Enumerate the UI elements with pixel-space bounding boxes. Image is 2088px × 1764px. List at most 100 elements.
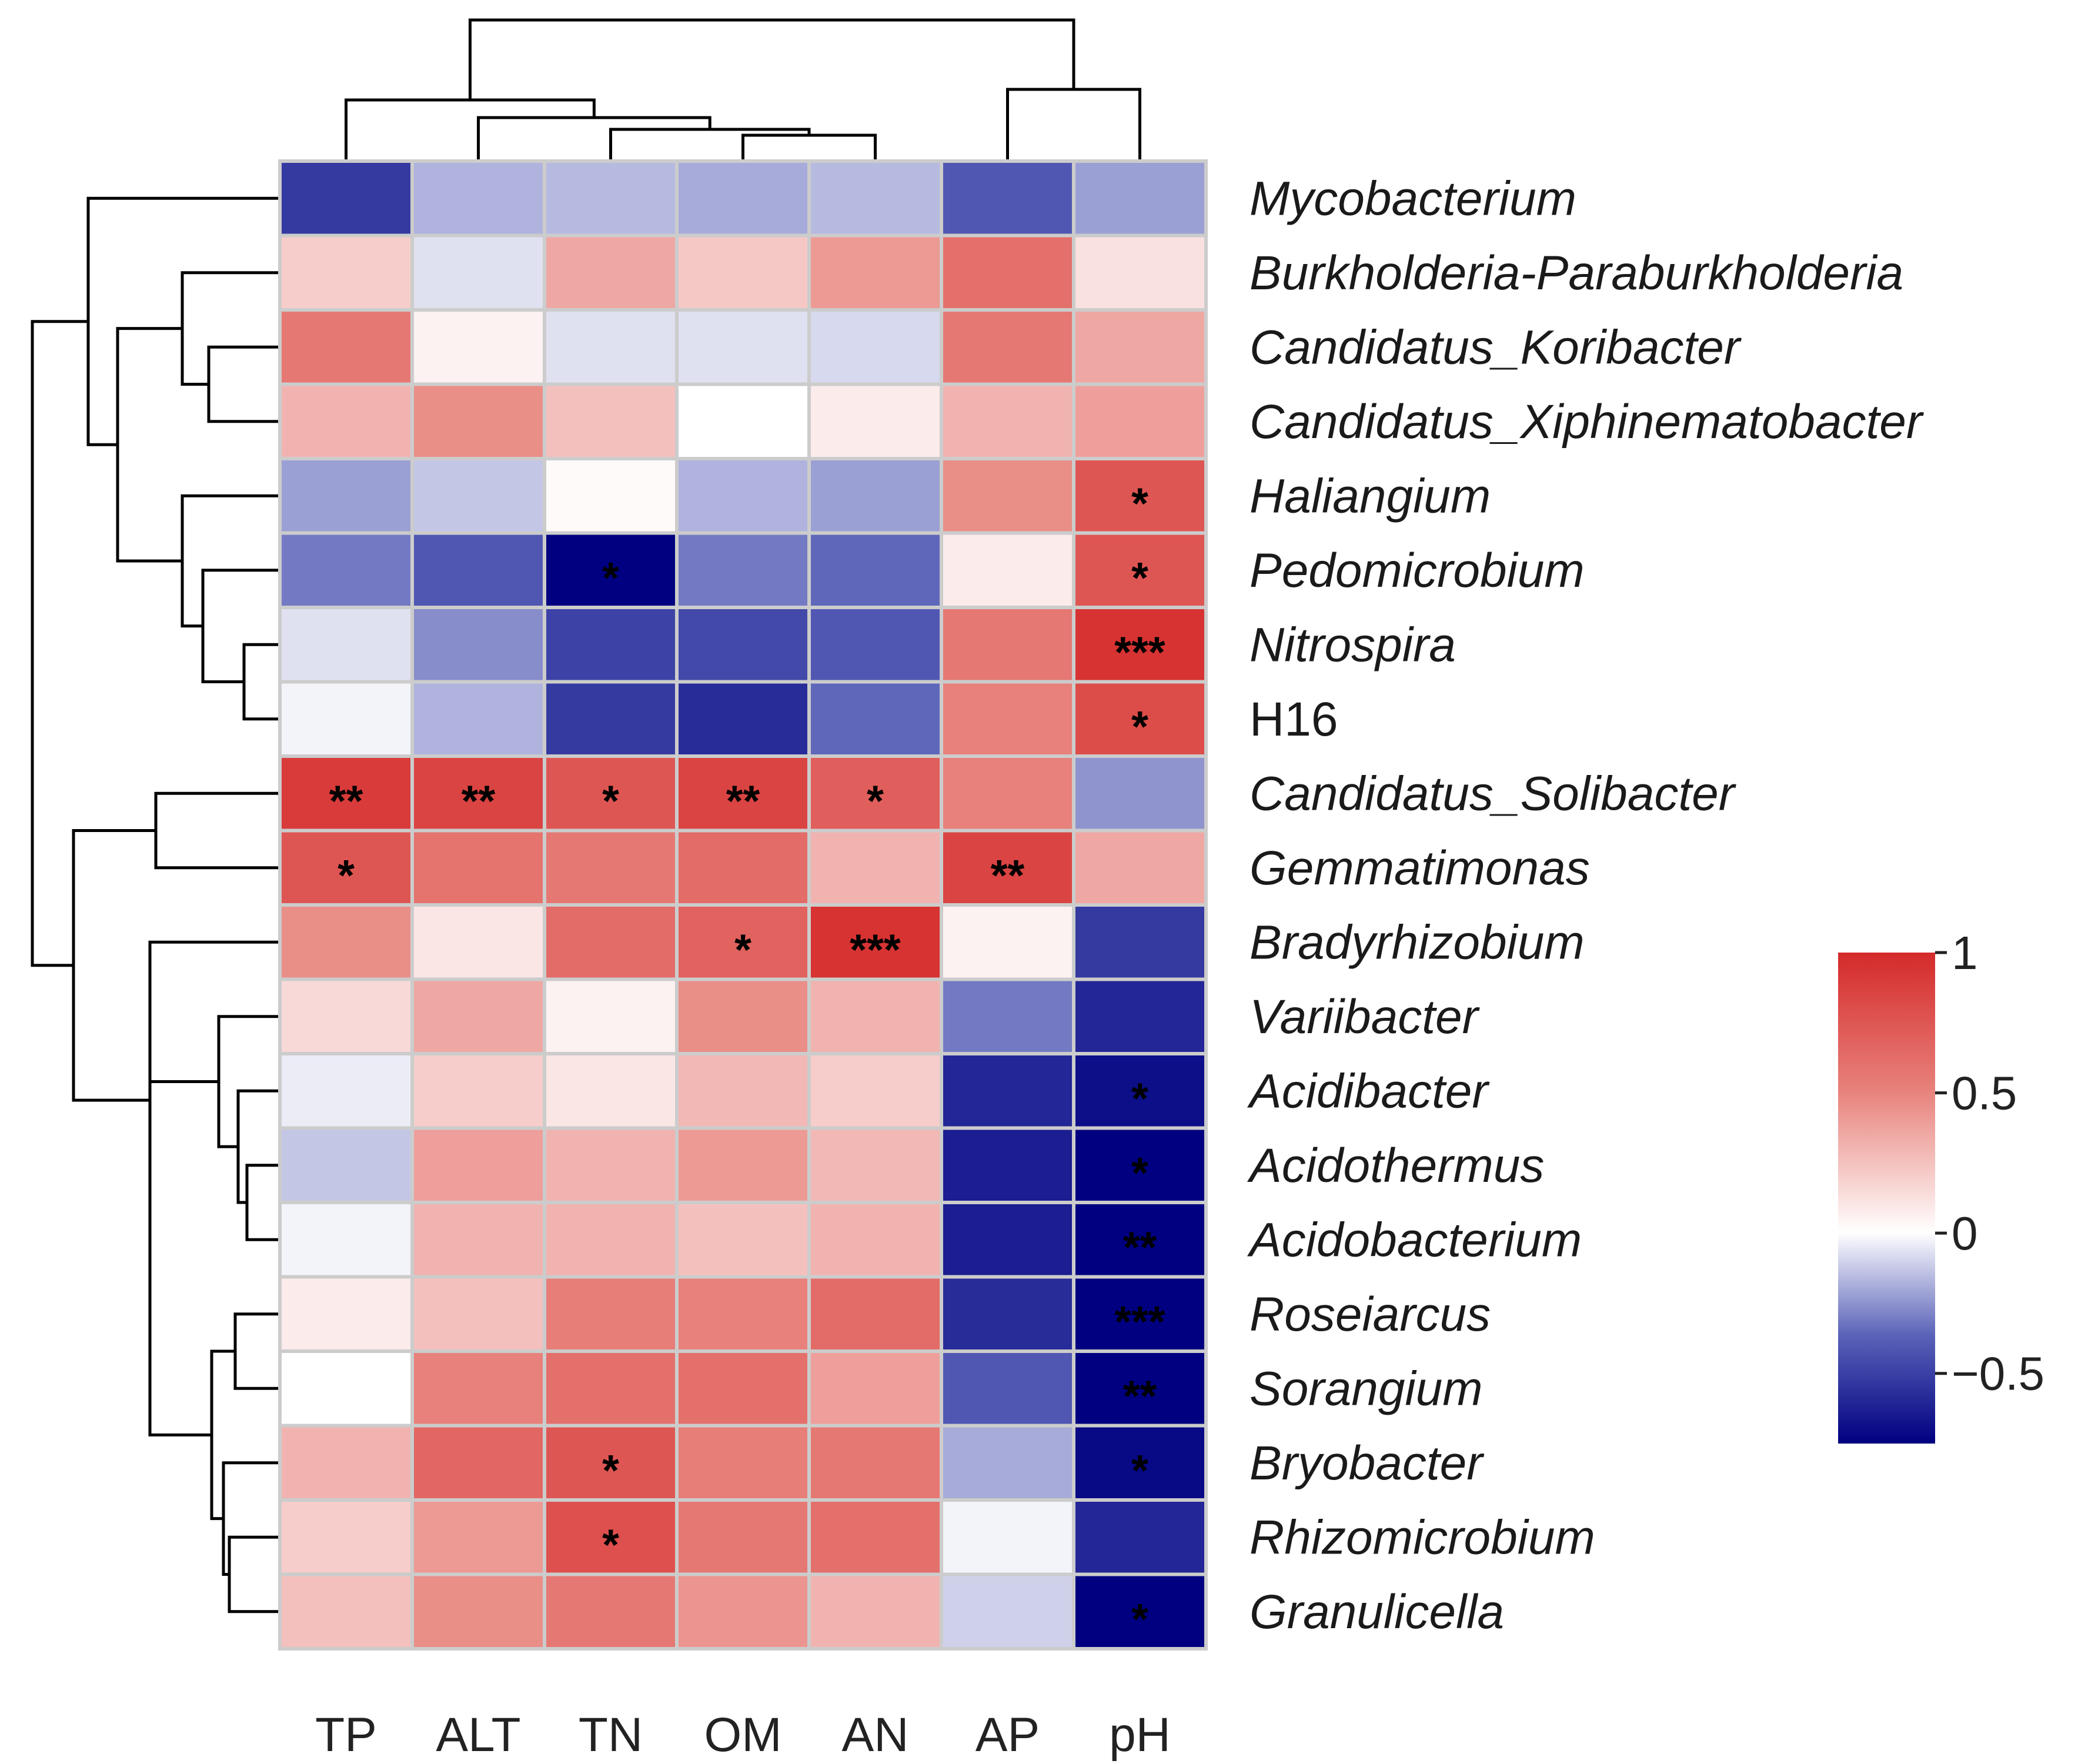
heatmap-cell (807, 457, 943, 535)
heatmap-cell (807, 1424, 943, 1502)
row-label: H16 (1250, 693, 1338, 746)
significance-mark: ** (726, 776, 760, 825)
heatmap-cell (940, 754, 1075, 833)
heatmap-cell (278, 606, 414, 684)
dendrogram-link (741, 133, 877, 161)
heatmap-cell (940, 1201, 1075, 1279)
colorbar: 1 0.5 0 −0.5 (1838, 927, 2044, 1444)
heatmap-cell (675, 606, 811, 684)
heatmap-cell (807, 754, 943, 833)
heatmap-cell (940, 382, 1075, 460)
heatmap-cell (410, 828, 546, 907)
significance-mark: * (1131, 553, 1148, 602)
heatmap-cell (410, 1349, 546, 1428)
heatmap-cell (278, 977, 414, 1055)
heatmap-cell (675, 903, 811, 981)
heatmap-cell (278, 531, 414, 609)
heatmap-cell (807, 903, 943, 981)
heatmap-cell (410, 1498, 546, 1576)
row-label: Candidatus_Solibacter (1250, 767, 1737, 820)
dendrogram-link (236, 1089, 280, 1204)
significance-mark: *** (850, 925, 901, 974)
heatmap-cell (543, 531, 679, 609)
significance-mark: *** (1114, 627, 1165, 676)
heatmap-cell (1072, 457, 1208, 535)
heatmap-cell (278, 1498, 414, 1576)
heatmap-cell (940, 1126, 1075, 1204)
heatmap-cell (543, 457, 679, 535)
row-labels: Mycobacterium Burkholderia-Paraburkholder… (1247, 172, 1925, 1639)
row-label: Burkholderia-Paraburkholderia (1250, 246, 1903, 300)
heatmap-cell (675, 382, 811, 460)
heatmap-cell (410, 1275, 546, 1353)
heatmap-cell (807, 828, 943, 907)
heatmap-cell (940, 903, 1075, 981)
row-label: Candidatus_Koribacter (1250, 320, 1742, 374)
heatmap-cell (807, 680, 943, 758)
row-label: Acidibacter (1247, 1064, 1490, 1118)
dendrogram-link (72, 829, 156, 1102)
heatmap-cell (1072, 531, 1208, 609)
heatmap-cell (278, 1126, 414, 1204)
heatmap-cell (675, 159, 811, 238)
significance-mark: * (1131, 1074, 1148, 1122)
heatmap-cell (1072, 308, 1208, 386)
dendrogram-link (217, 1015, 280, 1148)
heatmap-cell (410, 1572, 546, 1651)
dendrogram-link (245, 1164, 280, 1241)
heatmap-cells (278, 159, 1208, 1651)
heatmap-cell (278, 1349, 414, 1428)
heatmap-cell (940, 1424, 1075, 1502)
colorbar-tick-label: 1 (1952, 927, 1978, 979)
colorbar-tick-label: −0.5 (1952, 1348, 2044, 1400)
heatmap-cell (807, 531, 943, 609)
heatmap-cell (543, 1126, 679, 1204)
column-label: TN (579, 1708, 643, 1762)
heatmap-cell (940, 1498, 1075, 1576)
heatmap-cell (940, 233, 1075, 312)
heatmap-cell (1072, 754, 1208, 833)
significance-mark: * (1131, 1148, 1148, 1197)
heatmap-cell (940, 1275, 1075, 1353)
heatmap-cell (410, 457, 546, 535)
heatmap-cell (278, 233, 414, 312)
dendrogram-link (201, 569, 280, 683)
dendrogram-link (242, 643, 280, 721)
heatmap-cell (675, 1126, 811, 1204)
row-label: Variibacter (1250, 990, 1481, 1044)
heatmap-cell (1072, 1424, 1208, 1502)
heatmap-cell (675, 977, 811, 1055)
heatmap-cell (543, 606, 679, 684)
heatmap-cell (1072, 1498, 1208, 1576)
significance-mark: * (602, 553, 619, 602)
column-label: AP (975, 1708, 1040, 1762)
heatmap-cell (675, 1275, 811, 1353)
heatmap-cell (278, 903, 414, 981)
heatmap-cell (543, 382, 679, 460)
colorbar-tick-label: 0 (1952, 1207, 1978, 1259)
heatmap-cell (675, 1052, 811, 1130)
heatmap-cell (807, 606, 943, 684)
significance-mark: ** (1123, 1371, 1157, 1420)
row-label: Bryobacter (1250, 1436, 1485, 1490)
dendrogram-link (1006, 88, 1141, 161)
heatmap-cell (410, 1052, 546, 1130)
dendrogram-link (468, 18, 1075, 100)
heatmap-cell (1072, 1052, 1208, 1130)
heatmap-cell (543, 1201, 679, 1279)
column-label: pH (1109, 1708, 1171, 1762)
heatmap-cell (807, 233, 943, 312)
heatmap-cell (940, 308, 1075, 386)
row-label: Candidatus_Xiphinematobacter (1250, 395, 1925, 449)
significance-mark: *** (1114, 1297, 1165, 1346)
significance-mark: * (602, 1446, 619, 1495)
dendrogram-link (31, 320, 88, 967)
heatmap-cell (675, 1498, 811, 1576)
heatmap-cell (410, 308, 546, 386)
heatmap-cell (807, 1052, 943, 1130)
heatmap-cell (1072, 903, 1208, 981)
heatmap-cell (543, 233, 679, 312)
colorbar-tick-label: 0.5 (1952, 1067, 2017, 1120)
dendrogram-link (345, 98, 596, 161)
